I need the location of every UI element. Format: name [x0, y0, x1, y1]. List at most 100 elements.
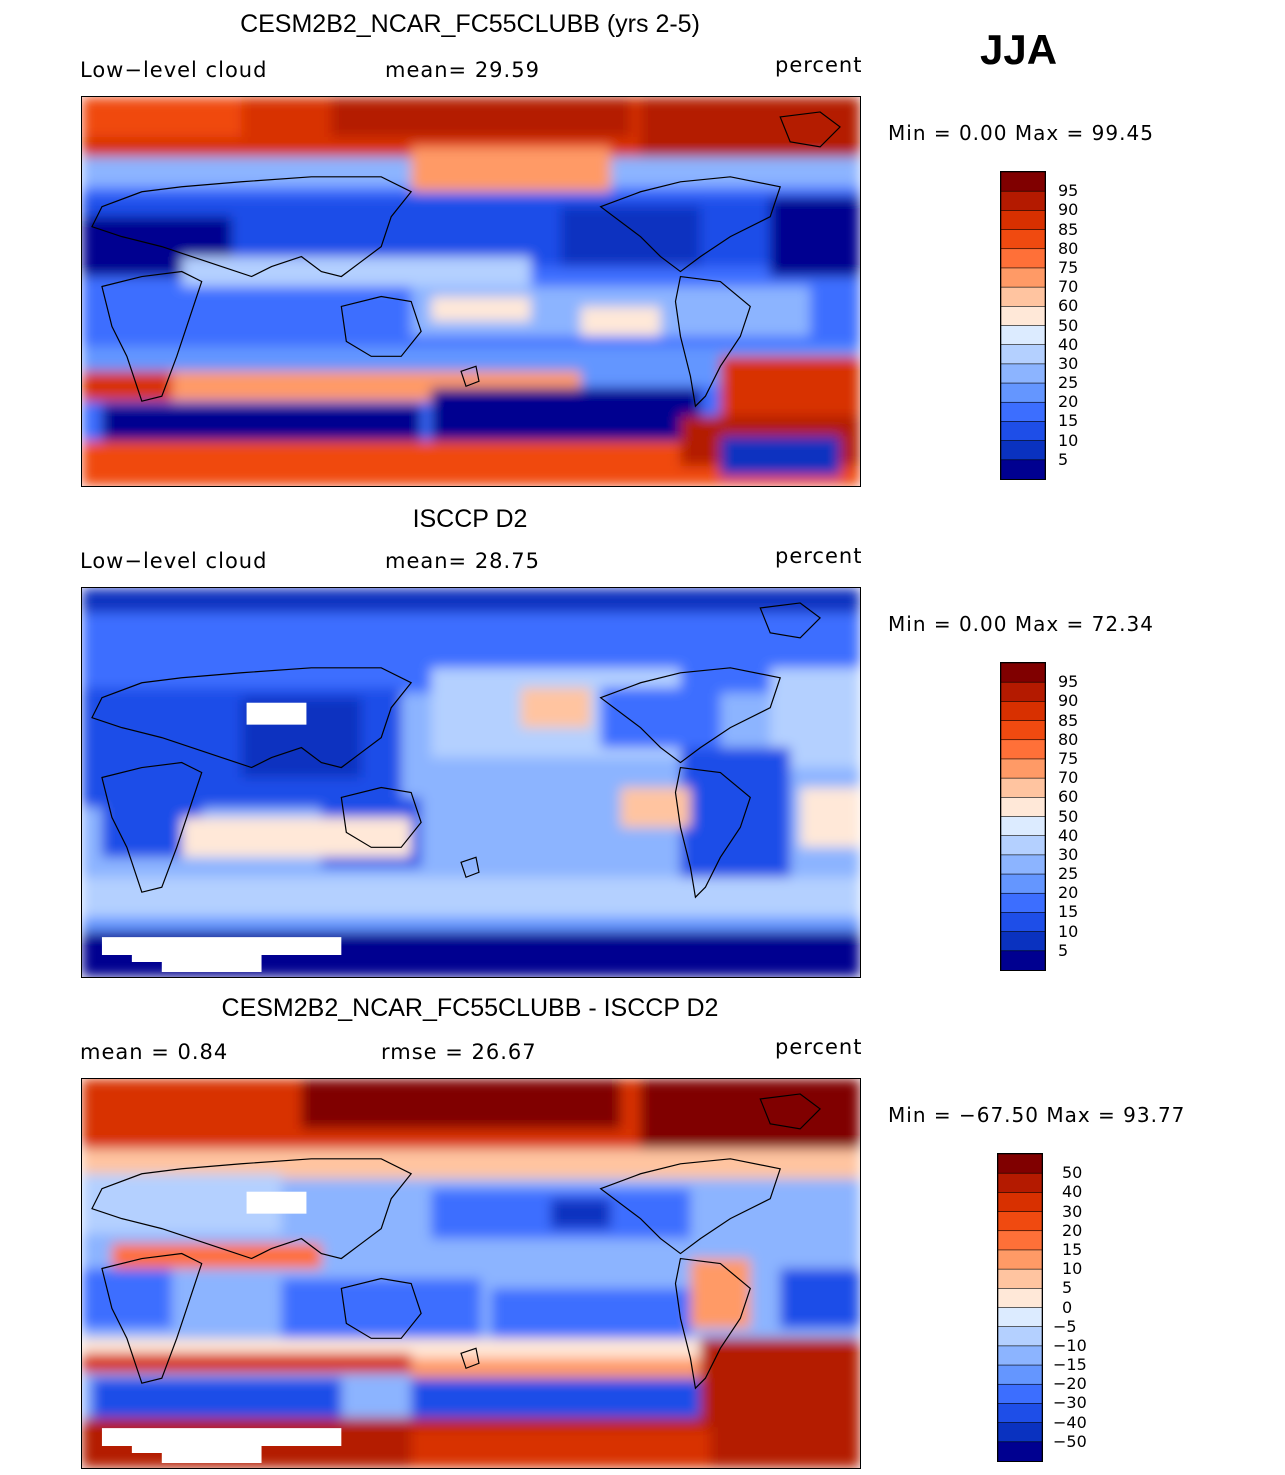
colorbar-3-tick-label: 20	[1062, 1220, 1083, 1240]
colorbar-1-tick-label: 25	[1058, 373, 1079, 393]
season-label: JJA	[980, 26, 1058, 73]
colorbar-3-box	[998, 1403, 1042, 1424]
colorbar-1-box	[1001, 363, 1045, 384]
colorbar-2-box	[1001, 931, 1045, 952]
colorbar-2-box	[1001, 950, 1045, 970]
colorbar-1-tick-label: 30	[1058, 353, 1079, 373]
colorbar-1-tick-label: 10	[1058, 430, 1079, 450]
colorbar-1-tick-label: 85	[1058, 219, 1079, 239]
colorbar-1-box	[1001, 286, 1045, 308]
panel-3-map-svg	[82, 1079, 860, 1468]
colorbar-3-box	[998, 1192, 1042, 1213]
panel-3-colorbar-svg	[998, 1154, 1042, 1461]
panel-1-colorbar-svg	[1001, 172, 1045, 479]
colorbar-2-box	[1001, 816, 1045, 837]
panel-2-field	[82, 588, 860, 977]
panel-3-colorbar	[997, 1153, 1043, 1462]
colorbar-3-tick-label: 10	[1062, 1259, 1083, 1279]
colorbar-2-tick-label: 75	[1058, 748, 1079, 768]
panel-2-map-svg	[82, 588, 860, 977]
colorbar-3-box	[998, 1288, 1042, 1309]
colorbar-1-tick-label: 70	[1058, 277, 1079, 297]
colorbar-1-tick-label: 90	[1058, 200, 1079, 220]
colorbar-2-tick-label: 10	[1058, 921, 1079, 941]
colorbar-2-tick-label: 70	[1058, 768, 1079, 788]
panel-1-units-label: percent	[775, 53, 863, 77]
colorbar-3-tick-label: −5	[1053, 1316, 1077, 1336]
panel-3-missing-data	[101, 1191, 342, 1464]
colorbar-1-box	[1001, 190, 1045, 212]
panel-2-variable-label: Low−level cloud	[80, 549, 268, 573]
colorbar-3-tick-label: −10	[1053, 1335, 1087, 1355]
colorbar-1-tick-label: 5	[1058, 449, 1069, 469]
colorbar-2-box	[1001, 835, 1045, 856]
colorbar-3-box	[998, 1441, 1042, 1461]
colorbar-3-tick-label: −50	[1053, 1431, 1087, 1451]
colorbar-1-tick-label: 20	[1058, 392, 1079, 412]
colorbar-3-tick-label: −15	[1053, 1355, 1087, 1375]
colorbar-2-box	[1001, 720, 1045, 741]
colorbar-3-box	[998, 1326, 1042, 1347]
colorbar-3-box	[998, 1268, 1042, 1290]
panel-3-mean-label: mean = 0.84	[80, 1040, 229, 1064]
colorbar-3-tick-label: 50	[1062, 1163, 1083, 1183]
colorbar-2-box	[1001, 892, 1045, 914]
colorbar-2-box	[1001, 797, 1045, 818]
colorbar-3-tick-label: −20	[1053, 1374, 1087, 1394]
colorbar-2-tick-label: 90	[1058, 691, 1079, 711]
colorbar-1-box	[1001, 229, 1045, 250]
panel-3-map	[81, 1078, 861, 1469]
colorbar-2-tick-label: 5	[1058, 940, 1069, 960]
panel-1-colorbar	[1000, 171, 1046, 480]
panel-1-mean-label: mean= 29.59	[385, 58, 540, 82]
colorbar-2-box	[1001, 701, 1045, 722]
colorbar-3-box	[998, 1230, 1042, 1251]
colorbar-1-box	[1001, 440, 1045, 461]
colorbar-3-box	[998, 1154, 1042, 1174]
colorbar-1-tick-label: 80	[1058, 238, 1079, 258]
colorbar-1-tick-label: 95	[1058, 181, 1079, 201]
panel-3-minmax: Min = −67.50 Max = 93.77	[888, 1103, 1186, 1127]
colorbar-3-box	[998, 1211, 1042, 1232]
panel-1-title: CESM2B2_NCAR_FC55CLUBB (yrs 2-5)	[240, 10, 700, 38]
panel-2-coastlines	[91, 602, 822, 899]
colorbar-1-tick-label: 40	[1058, 334, 1079, 354]
colorbar-1-box	[1001, 172, 1045, 192]
colorbar-2-box	[1001, 739, 1045, 760]
colorbar-2-box	[1001, 912, 1045, 933]
colorbar-1-box	[1001, 344, 1045, 365]
colorbar-3-tick-label: 5	[1062, 1278, 1073, 1298]
colorbar-1-box	[1001, 459, 1045, 479]
colorbar-1-box	[1001, 382, 1045, 404]
colorbar-3-tick-label: 15	[1062, 1239, 1083, 1259]
panel-1-minmax: Min = 0.00 Max = 99.45	[888, 121, 1154, 145]
panel-3-title: CESM2B2_NCAR_FC55CLUBB - ISCCP D2	[221, 994, 719, 1022]
colorbar-2-tick-label: 30	[1058, 844, 1079, 864]
colorbar-2-tick-label: 80	[1058, 729, 1079, 749]
colorbar-1-box	[1001, 248, 1045, 269]
colorbar-2-tick-label: 15	[1058, 902, 1079, 922]
panel-2-colorbar-svg	[1001, 663, 1045, 970]
colorbar-1-box	[1001, 267, 1045, 288]
panel-2-units-label: percent	[775, 544, 863, 568]
colorbar-1-box	[1001, 306, 1045, 327]
colorbar-2-tick-label: 50	[1058, 806, 1079, 826]
colorbar-3-box	[998, 1345, 1042, 1366]
colorbar-3-tick-label: −30	[1053, 1393, 1087, 1413]
colorbar-2-box	[1001, 663, 1045, 683]
panel-1-variable-label: Low−level cloud	[80, 58, 268, 82]
colorbar-1-box	[1001, 421, 1045, 442]
colorbar-3-tick-label: 0	[1062, 1297, 1073, 1317]
panel-2-minmax: Min = 0.00 Max = 72.34	[888, 612, 1154, 636]
colorbar-3-box	[998, 1383, 1042, 1405]
colorbar-2-tick-label: 60	[1058, 787, 1079, 807]
colorbar-3-tick-label: 30	[1062, 1201, 1083, 1221]
panel-2-colorbar	[1000, 662, 1046, 971]
panel-3-coastlines	[91, 1093, 822, 1390]
colorbar-1-box	[1001, 401, 1045, 423]
colorbar-2-box	[1001, 681, 1045, 703]
colorbar-2-tick-label: 95	[1058, 672, 1079, 692]
panel-1-coastlines	[91, 111, 841, 408]
colorbar-1-tick-label: 50	[1058, 315, 1079, 335]
panel-2-map	[81, 587, 861, 978]
